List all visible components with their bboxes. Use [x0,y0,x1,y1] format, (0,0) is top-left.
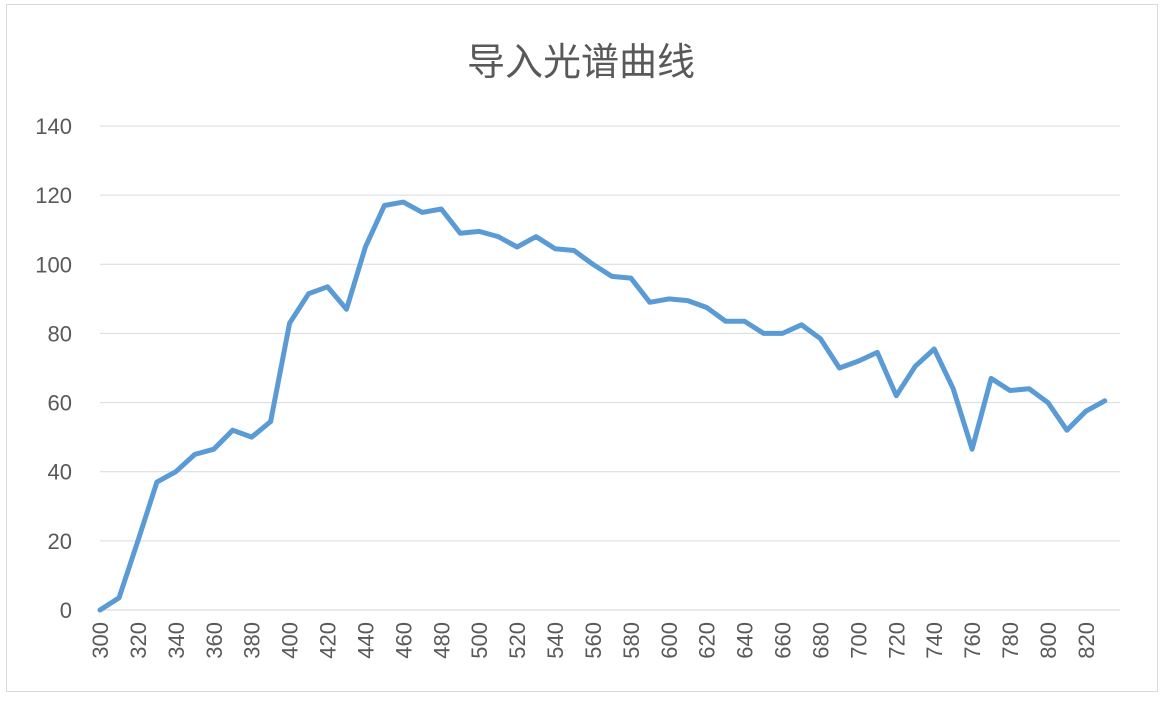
x-tick-label: 800 [1036,622,1061,659]
x-tick-label: 400 [278,622,303,659]
x-tick-label: 440 [353,622,378,659]
x-tick-label: 340 [164,622,189,659]
chart-title: 导入光谱曲线 [467,40,695,84]
x-tick-label: 360 [202,622,227,659]
x-tick-label: 700 [846,622,871,659]
x-tick-label: 720 [884,622,909,659]
y-tick-label: 60 [48,391,72,416]
x-axis-ticks: 300 320 340 360 380 400 420 440 460 480 500 520 540 5… [88,622,1099,659]
x-tick-label: 660 [771,622,796,659]
x-tick-label: 780 [998,622,1023,659]
x-tick-label: 600 [657,622,682,659]
x-tick-label: 680 [808,622,833,659]
y-tick-label: 80 [48,321,72,346]
y-tick-label: 40 [48,460,72,485]
series-layer [97,199,1108,613]
x-tick-label: 560 [581,622,606,659]
x-tick-label: 620 [695,622,720,659]
x-tick-label: 580 [619,622,644,659]
y-tick-label: 100 [35,252,72,277]
x-tick-label: 540 [543,622,568,659]
x-tick-label: 500 [467,622,492,659]
x-tick-label: 760 [960,622,985,659]
y-tick-label: 0 [60,598,72,623]
y-axis-ticks: 0 20 40 60 80 100 120 140 [35,114,72,623]
series-line [97,199,1108,613]
x-tick-label: 300 [88,622,113,659]
x-tick-label: 320 [126,622,151,659]
y-tick-label: 140 [35,114,72,139]
x-tick-label: 380 [240,622,265,659]
y-tick-label: 120 [35,183,72,208]
x-tick-label: 520 [505,622,530,659]
x-tick-label: 640 [733,622,758,659]
gridlines [100,125,1120,611]
x-tick-label: 420 [316,622,341,659]
x-tick-label: 820 [1074,622,1099,659]
x-tick-label: 740 [922,622,947,659]
x-tick-label: 460 [391,622,416,659]
x-tick-label: 480 [429,622,454,659]
chart-frame [6,4,1158,692]
y-tick-label: 20 [48,529,72,554]
